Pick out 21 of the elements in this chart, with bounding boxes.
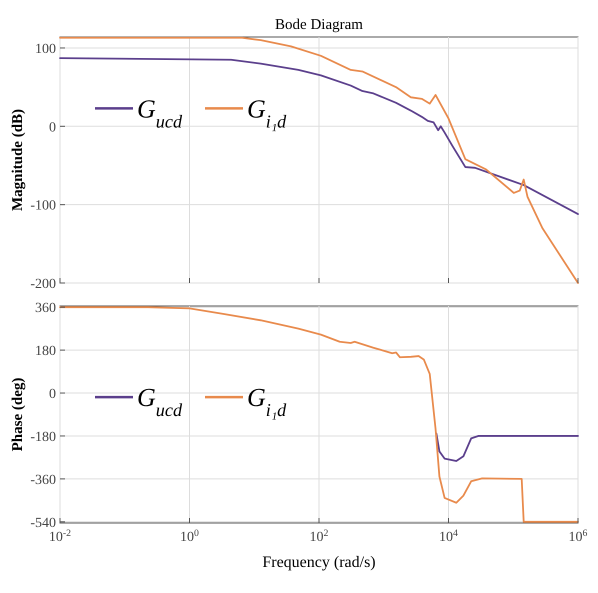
x-tick-label: 10$^{0}$ (180, 528, 200, 545)
x-tick-label: 10$^{2}$ (310, 528, 329, 545)
x-tick-label: 10$^{4}$ (439, 528, 458, 545)
x-axis-title: Frequency (rad/s) (262, 554, 376, 571)
legend-label: G$_{ucd}$ (137, 383, 183, 420)
legend-label: G$_{i₁d}$ (247, 383, 288, 420)
y-tick-label: 180 (35, 344, 56, 360)
y-axis-title: Magnitude (dB) (10, 108, 26, 212)
y-axis-title: Phase (deg) (10, 378, 26, 452)
y-tick-label: 0 (49, 387, 56, 402)
y-tick-label: 360 (35, 301, 56, 316)
y-tick-label: -200 (30, 277, 56, 292)
x-tick-label: 10$^{6}$ (568, 528, 588, 545)
y-tick-label: -360 (30, 472, 56, 488)
legend-label: G$_{ucd}$ (137, 94, 183, 132)
y-tick-label: 0 (49, 120, 56, 136)
y-tick-label: -180 (30, 430, 56, 445)
y-tick-label: 100 (35, 42, 56, 57)
y-tick-label: -100 (30, 198, 56, 214)
chart-title: Bode Diagram (275, 17, 364, 33)
legend-label: G$_{i₁d}$ (247, 94, 288, 132)
